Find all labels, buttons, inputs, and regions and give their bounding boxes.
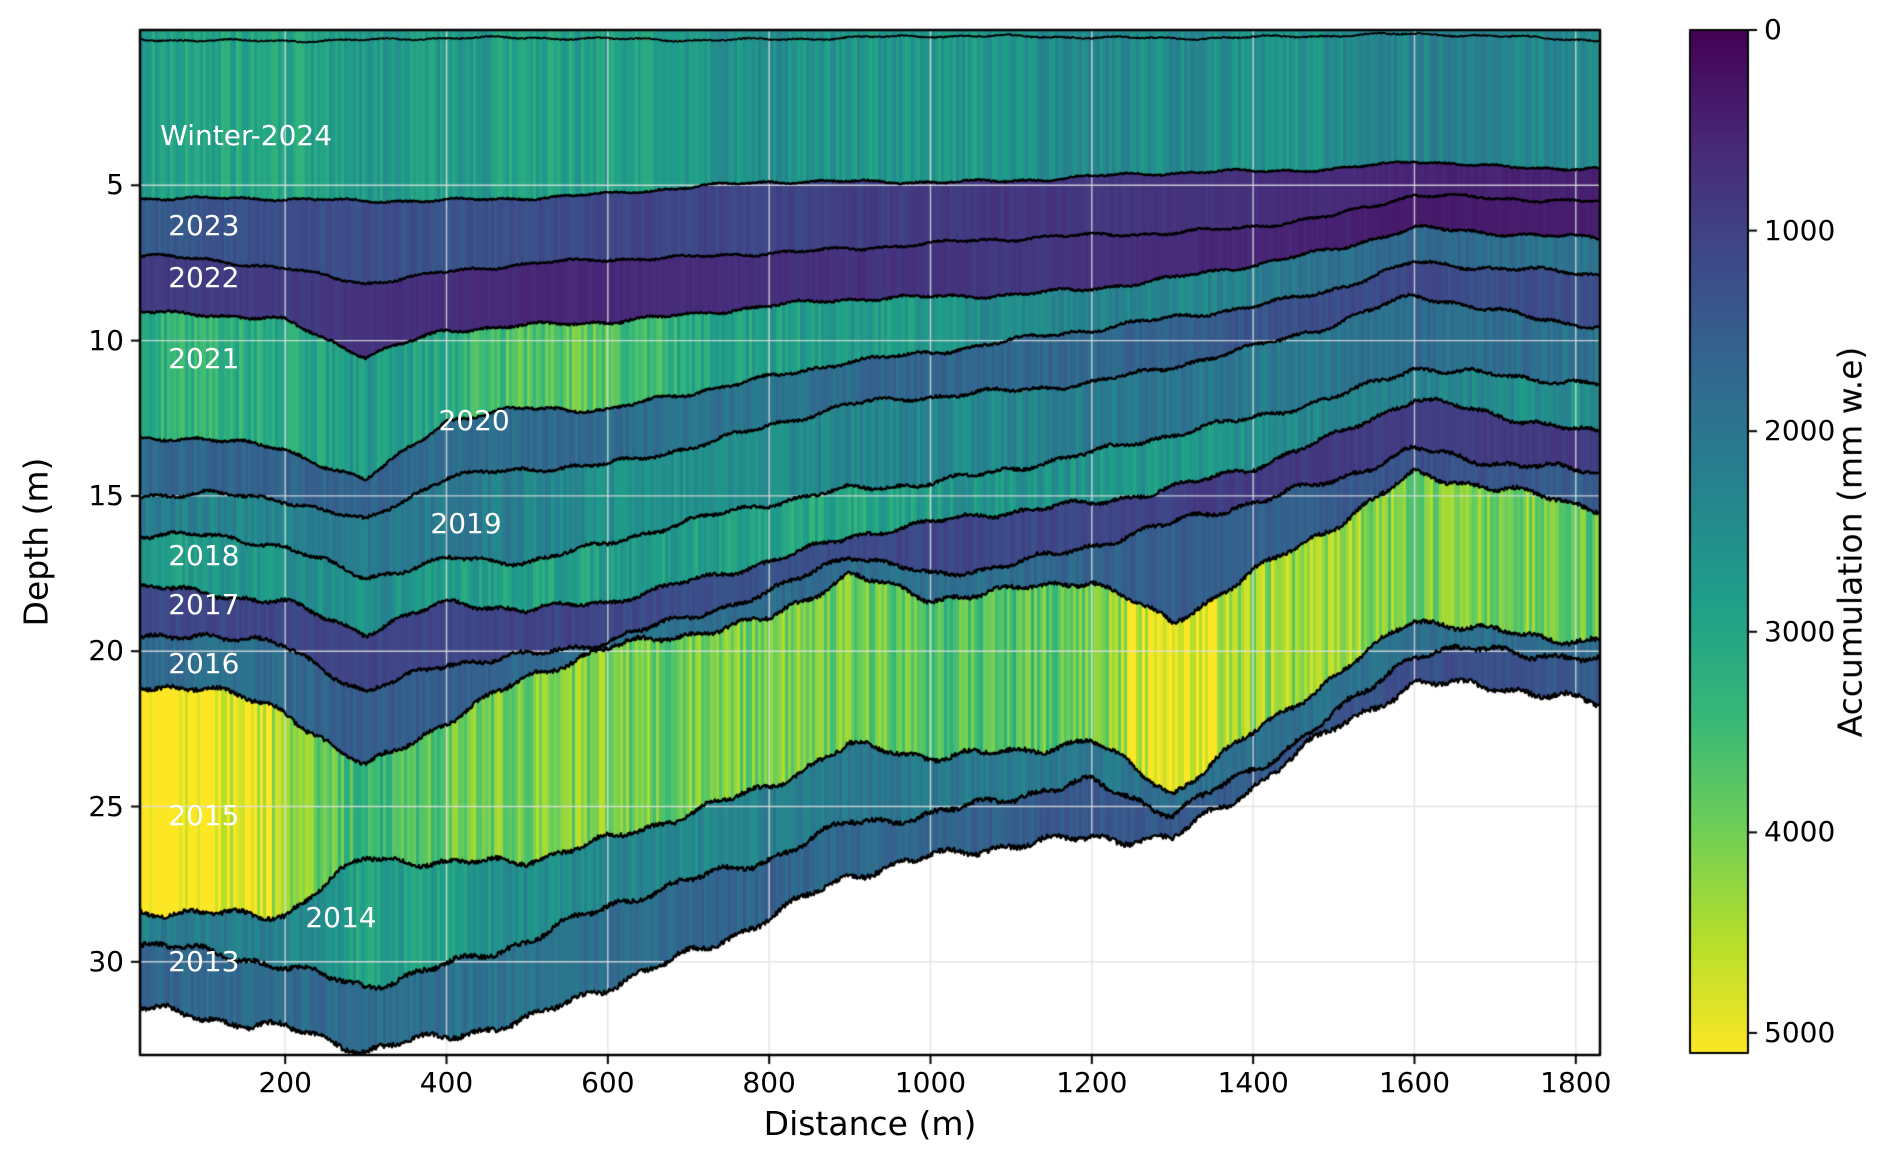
x-tick-label-800: 800 <box>742 1066 796 1099</box>
cbar-tick-label-0: 0 <box>1764 13 1782 46</box>
x-tick-label-1400: 1400 <box>1217 1066 1289 1099</box>
layer-label-2015: 2015 <box>168 798 240 832</box>
x-tick-label-400: 400 <box>419 1066 474 1099</box>
y-tick-label-20: 20 <box>88 634 124 668</box>
layer-label-2014: 2014 <box>305 901 377 935</box>
layer-label-2023: 2023 <box>168 208 240 242</box>
cbar-tick-label-4000: 4000 <box>1764 815 1836 849</box>
y-tick-label-15: 15 <box>88 478 124 512</box>
cbar-tick-label-1000: 1000 <box>1764 213 1836 247</box>
cbar-tick-label-5000: 5000 <box>1764 1015 1836 1049</box>
cbar-tick-label-2000: 2000 <box>1764 414 1836 448</box>
y-tick-label-25: 25 <box>88 789 124 823</box>
colorbar-label: Accumulation (mm w.e) <box>1830 346 1870 738</box>
layer-label-2021: 2021 <box>168 342 240 376</box>
cbar-tick-label-3000: 3000 <box>1764 614 1836 648</box>
layer-label-winter-2024: Winter-2024 <box>160 118 333 152</box>
x-tick-label-1000: 1000 <box>894 1066 967 1099</box>
layer-label-2019: 2019 <box>430 506 502 540</box>
x-tick-label-200: 200 <box>258 1066 312 1099</box>
layer-label-2013: 2013 <box>168 944 240 978</box>
y-tick-label-10: 10 <box>88 323 124 357</box>
layer-label-2022: 2022 <box>168 261 240 295</box>
x-axis-label: Distance (m) <box>763 1104 977 1143</box>
layer-label-2018: 2018 <box>168 539 240 573</box>
layer-label-2017: 2017 <box>168 587 240 621</box>
x-tick-label-600: 600 <box>581 1066 635 1099</box>
y-axis-label: Depth (m) <box>16 457 56 627</box>
x-tick-label-1200: 1200 <box>1056 1066 1128 1099</box>
x-tick-label-1600: 1600 <box>1378 1066 1451 1099</box>
y-tick-label-30: 30 <box>88 944 124 978</box>
x-tick-label-1800: 1800 <box>1540 1066 1612 1099</box>
layer-label-2016: 2016 <box>168 646 240 680</box>
layer-label-2020: 2020 <box>438 404 510 438</box>
y-tick-label-5: 5 <box>106 168 124 202</box>
